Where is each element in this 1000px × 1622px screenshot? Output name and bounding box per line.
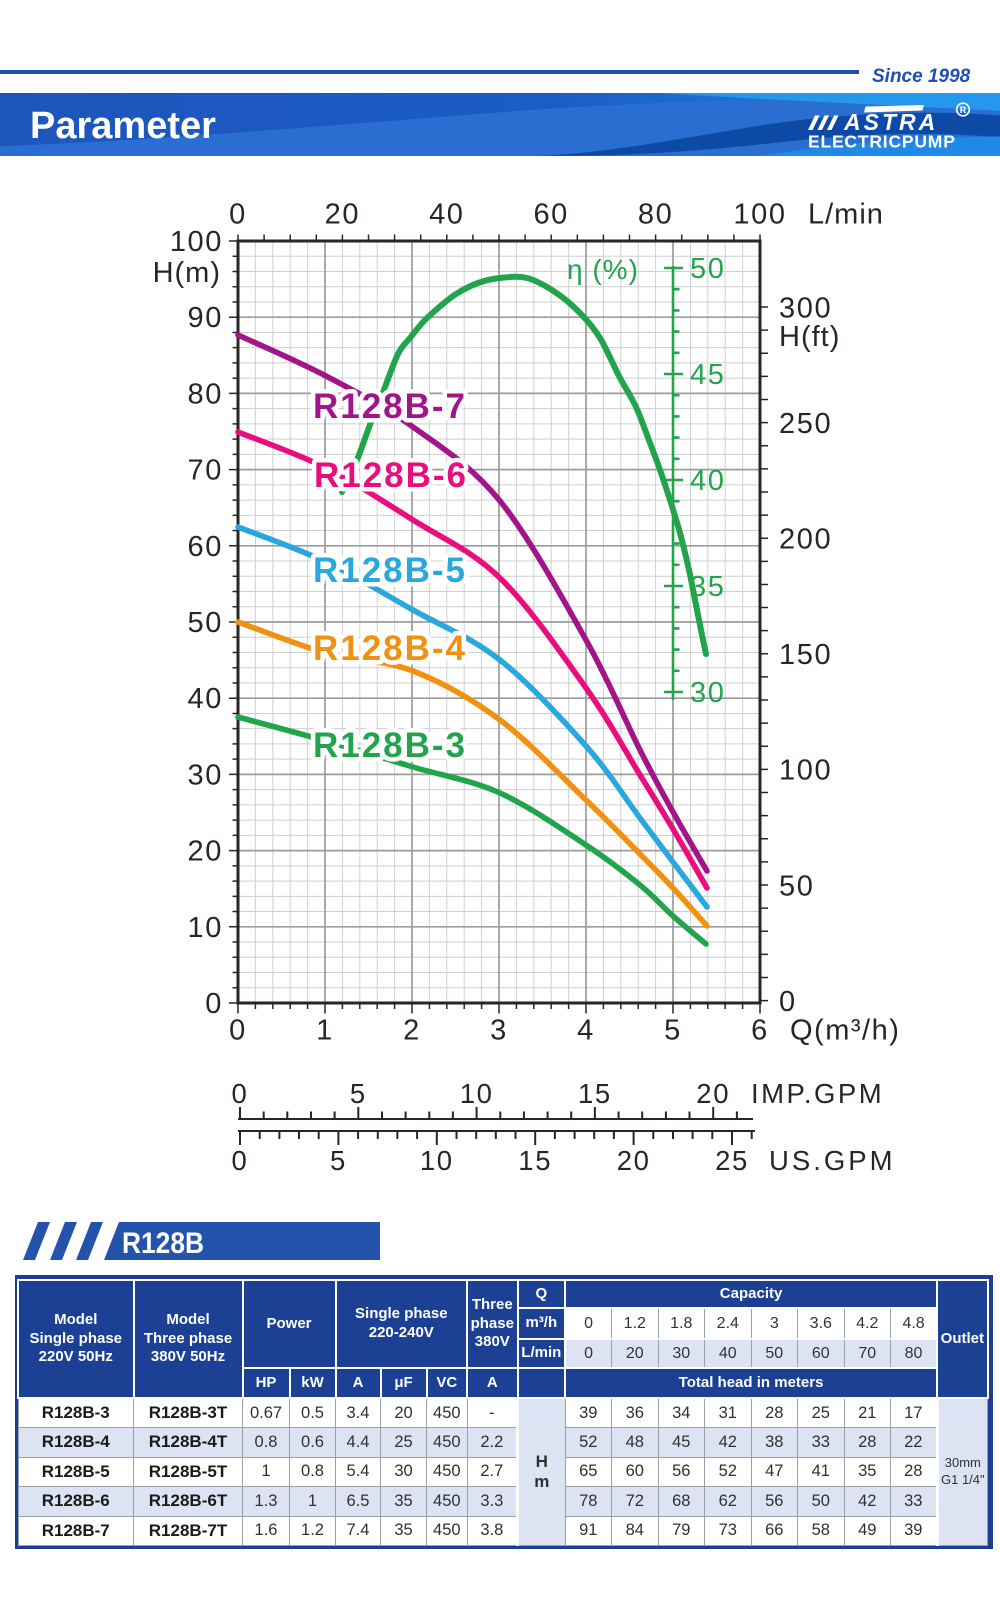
svg-text:300: 300 bbox=[779, 292, 832, 324]
svg-text:10: 10 bbox=[460, 1078, 494, 1109]
svg-text:50: 50 bbox=[188, 607, 223, 639]
svg-text:20: 20 bbox=[188, 836, 223, 868]
svg-text:0: 0 bbox=[229, 199, 247, 231]
svg-text:IMP.GPM: IMP.GPM bbox=[751, 1078, 884, 1109]
svg-text:0: 0 bbox=[779, 986, 797, 1018]
svg-text:60: 60 bbox=[188, 531, 223, 563]
svg-text:20: 20 bbox=[617, 1145, 651, 1176]
svg-text:3: 3 bbox=[490, 1015, 508, 1047]
svg-text:20: 20 bbox=[325, 199, 360, 231]
svg-text:5: 5 bbox=[330, 1145, 347, 1176]
svg-text:200: 200 bbox=[779, 524, 832, 556]
svg-text:100: 100 bbox=[733, 199, 786, 231]
svg-text:US.GPM: US.GPM bbox=[769, 1145, 895, 1176]
svg-text:R128B-5: R128B-5 bbox=[313, 551, 467, 590]
svg-text:0: 0 bbox=[229, 1015, 247, 1047]
svg-text:40: 40 bbox=[690, 465, 725, 497]
svg-text:250: 250 bbox=[779, 408, 832, 440]
svg-text:20: 20 bbox=[696, 1078, 730, 1109]
svg-text:R128B-6: R128B-6 bbox=[314, 456, 468, 495]
svg-text:15: 15 bbox=[518, 1145, 552, 1176]
svg-text:H(m): H(m) bbox=[153, 257, 221, 289]
svg-text:45: 45 bbox=[690, 359, 725, 391]
svg-text:50: 50 bbox=[779, 870, 814, 902]
svg-text:60: 60 bbox=[533, 199, 568, 231]
svg-text:R: R bbox=[960, 105, 967, 115]
svg-text:R128B-4: R128B-4 bbox=[313, 629, 467, 668]
svg-text:1: 1 bbox=[316, 1015, 334, 1047]
svg-text:6: 6 bbox=[751, 1015, 769, 1047]
svg-text:30: 30 bbox=[188, 759, 223, 791]
svg-text:L/min: L/min bbox=[808, 199, 884, 231]
svg-text:40: 40 bbox=[429, 199, 464, 231]
svg-text:30: 30 bbox=[690, 677, 725, 709]
svg-text:4: 4 bbox=[577, 1015, 595, 1047]
svg-text:5: 5 bbox=[350, 1078, 367, 1109]
svg-text:15: 15 bbox=[578, 1078, 612, 1109]
svg-text:ASTRA: ASTRA bbox=[843, 109, 938, 135]
svg-text:ELECTRICPUMP: ELECTRICPUMP bbox=[808, 132, 956, 152]
svg-text:2: 2 bbox=[403, 1015, 421, 1047]
svg-text:H(ft): H(ft) bbox=[779, 321, 840, 353]
svg-text:70: 70 bbox=[188, 455, 223, 487]
svg-text:100: 100 bbox=[779, 755, 832, 787]
svg-text:R128B-7: R128B-7 bbox=[313, 387, 467, 426]
svg-text:Q(m³/h): Q(m³/h) bbox=[790, 1015, 900, 1047]
svg-text:100: 100 bbox=[170, 226, 223, 258]
svg-text:η (%): η (%) bbox=[567, 254, 639, 285]
svg-text:80: 80 bbox=[638, 199, 673, 231]
svg-text:50: 50 bbox=[690, 253, 725, 285]
svg-text:0: 0 bbox=[232, 1145, 249, 1176]
svg-text:0: 0 bbox=[232, 1078, 249, 1109]
svg-text:25: 25 bbox=[715, 1145, 749, 1176]
svg-text:0: 0 bbox=[205, 988, 223, 1020]
svg-text:10: 10 bbox=[188, 912, 223, 944]
svg-text:10: 10 bbox=[420, 1145, 454, 1176]
svg-text:R128B-3: R128B-3 bbox=[313, 726, 467, 765]
svg-text:80: 80 bbox=[188, 378, 223, 410]
svg-text:40: 40 bbox=[188, 683, 223, 715]
svg-text:5: 5 bbox=[664, 1015, 682, 1047]
svg-text:90: 90 bbox=[188, 302, 223, 334]
svg-text:150: 150 bbox=[779, 639, 832, 671]
svg-text:R128B: R128B bbox=[122, 1227, 204, 1260]
